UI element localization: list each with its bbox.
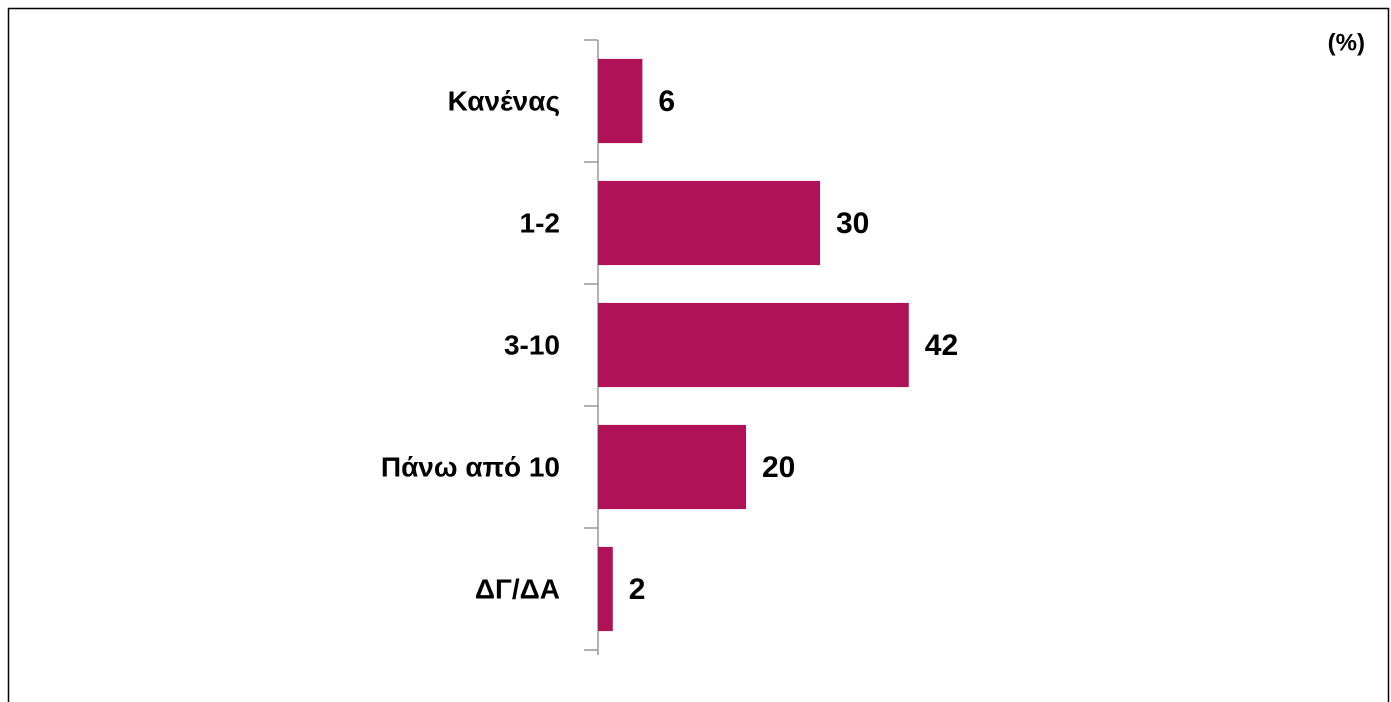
category-label: Πάνω από 10 [381,451,560,482]
unit-label: (%) [1328,29,1365,56]
value-label: 42 [925,329,958,362]
bar [598,546,613,632]
value-label: 2 [629,573,646,606]
category-label: 3-10 [504,329,560,360]
value-label: 20 [762,451,795,484]
category-label: 1-2 [520,207,560,238]
category-label: Κανένας [448,85,560,116]
bar [598,424,746,510]
frame [7,7,1390,702]
bar [598,180,820,266]
category-label: ΔΓ/ΔΑ [475,573,560,604]
value-label: 30 [836,207,869,240]
bar [598,302,909,388]
bar [598,58,643,144]
value-label: 6 [658,85,675,118]
